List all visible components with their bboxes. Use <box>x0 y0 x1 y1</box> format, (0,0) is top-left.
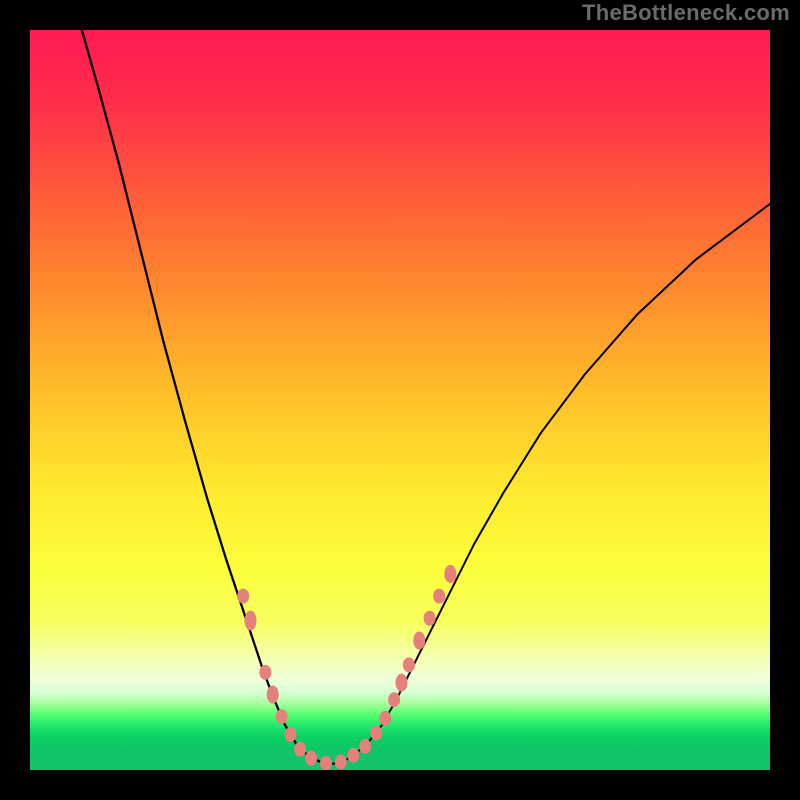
data-marker <box>444 565 456 583</box>
data-marker <box>433 589 445 604</box>
data-marker <box>388 692 400 707</box>
bottleneck-chart <box>30 30 770 770</box>
data-marker <box>259 665 271 680</box>
data-marker <box>379 711 391 726</box>
data-marker <box>305 751 317 766</box>
data-marker <box>237 589 249 604</box>
chart-frame: TheBottleneck.com <box>0 0 800 800</box>
data-marker <box>424 611 436 626</box>
data-marker <box>413 632 425 650</box>
data-marker <box>370 726 382 741</box>
data-marker <box>403 657 415 672</box>
data-marker <box>294 742 306 757</box>
data-marker <box>284 727 296 742</box>
data-marker <box>245 611 257 631</box>
watermark-text: TheBottleneck.com <box>582 0 790 26</box>
data-marker <box>347 748 359 763</box>
data-marker <box>359 739 371 754</box>
data-marker <box>267 686 279 704</box>
data-marker <box>276 709 288 724</box>
data-marker <box>395 674 407 692</box>
data-marker <box>335 754 347 769</box>
heat-gradient-background <box>30 30 770 770</box>
